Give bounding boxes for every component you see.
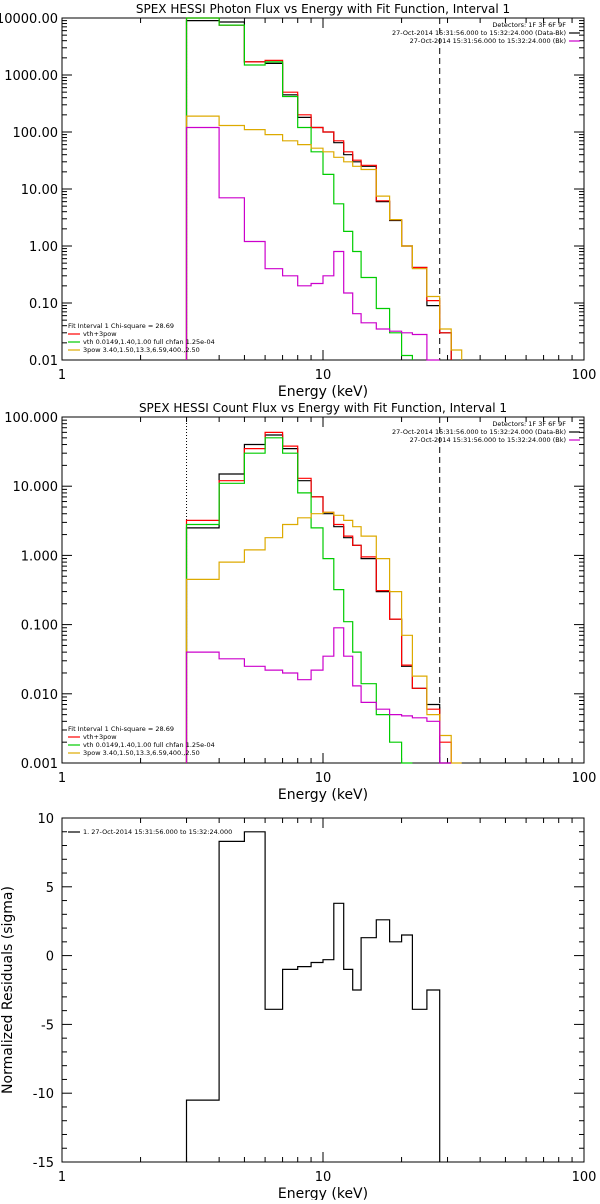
x-axis-ticks xyxy=(61,417,573,763)
series-line-vth xyxy=(185,437,413,764)
chart-1: SPEX HESSI Photon Flux vs Energy with Fi… xyxy=(0,2,596,400)
y-tick-label: -15 xyxy=(33,1156,54,1171)
chart-2: SPEX HESSI Count Flux vs Energy with Fit… xyxy=(4,401,596,803)
y-tick-label: 10.000 xyxy=(13,480,59,495)
x-tick-label: 10 xyxy=(315,368,332,383)
plot-frame xyxy=(61,17,585,361)
y-tick-label: 10000.00 xyxy=(0,12,58,27)
x-tick-label: 100 xyxy=(572,771,597,786)
series-group xyxy=(185,831,441,1162)
legend-entry: 1. 27-Oct-2014 15:31:56.000 to 15:32:24.… xyxy=(83,828,232,836)
y-axis-ticks xyxy=(62,416,584,764)
legend-entry: vth+3pow xyxy=(83,733,117,741)
legend-entry: vth+3pow xyxy=(83,330,117,338)
plot-frame xyxy=(61,817,585,1163)
legend-entry: Fit Interval 1 Chi-square = 28.69 xyxy=(68,725,174,733)
series-line-3pow xyxy=(185,115,463,360)
chart-title: SPEX HESSI Photon Flux vs Energy with Fi… xyxy=(136,2,510,16)
header-text: 27-Oct-2014 15:31:56.000 to 15:32:24.000… xyxy=(410,37,566,45)
x-axis-label: Energy (keV) xyxy=(278,1186,368,1200)
y-tick-label: 0.010 xyxy=(21,688,58,703)
y-tick-label: 0 xyxy=(46,950,54,965)
y-tick-label: 0.10 xyxy=(29,297,58,312)
legend-entry: Fit Interval 1 Chi-square = 28.69 xyxy=(68,322,174,330)
x-tick-label: 100 xyxy=(572,368,597,383)
y-tick-label: 10 xyxy=(37,812,54,827)
series-line-vth-3pow xyxy=(185,431,452,763)
y-axis-ticks xyxy=(62,817,584,1163)
y-tick-label: 100.000 xyxy=(4,411,58,426)
y-tick-label: 0.100 xyxy=(21,619,58,634)
series-line-bk xyxy=(185,126,440,361)
legend-entry: 3pow 3.40,1.50,13.3,6.59,400.,2.50 xyxy=(83,749,200,757)
x-axis-label: Energy (keV) xyxy=(278,384,368,400)
legend-entry: vth 0.0149,1.40,1.00 full chfan 1.25e-04 xyxy=(83,741,215,749)
x-tick-label: 1 xyxy=(58,1170,66,1185)
legend-entry: 3pow 3.40,1.50,13.3,6.59,400.,2.50 xyxy=(83,346,200,354)
x-axis-label: Energy (keV) xyxy=(278,787,368,803)
y-tick-label: 0.001 xyxy=(21,757,58,772)
y-tick-label: 1.00 xyxy=(29,240,58,255)
x-tick-label: 10 xyxy=(315,1170,332,1185)
series-line-data-bk xyxy=(185,20,452,360)
chart-title: SPEX HESSI Count Flux vs Energy with Fit… xyxy=(139,401,507,415)
y-tick-label: -5 xyxy=(41,1018,54,1033)
series-line-residuals xyxy=(185,831,441,1162)
x-axis-ticks xyxy=(61,18,573,360)
y-axis-label: Normalized Residuals (sigma) xyxy=(0,886,16,1094)
y-tick-label: 10.00 xyxy=(21,183,58,198)
x-tick-label: 1 xyxy=(58,368,66,383)
y-tick-label: -10 xyxy=(33,1087,54,1102)
y-tick-label: 100.00 xyxy=(13,126,59,141)
x-tick-label: 100 xyxy=(572,1170,597,1185)
x-tick-label: 1 xyxy=(58,771,66,786)
y-tick-label: 1.000 xyxy=(21,549,58,564)
series-group xyxy=(185,431,462,764)
y-tick-label: 5 xyxy=(46,881,54,896)
header-text: 27-Oct-2014 15:31:56.000 to 15:32:24.000… xyxy=(392,428,566,436)
header-text: 27-Oct-2014 15:31:56.000 to 15:32:24.000… xyxy=(392,29,566,37)
x-tick-label: 10 xyxy=(315,771,332,786)
y-tick-label: 1000.00 xyxy=(4,69,58,84)
y-axis-ticks xyxy=(62,17,584,361)
series-line-bk xyxy=(185,627,452,764)
y-tick-label: 0.01 xyxy=(29,354,58,369)
series-line-vth xyxy=(185,17,413,360)
series-line-3pow xyxy=(185,511,462,764)
plot-frame xyxy=(61,416,585,764)
series-group xyxy=(185,17,463,361)
header-text: Detectors: 1F 3F 6F 9F xyxy=(492,21,566,29)
x-axis-ticks xyxy=(61,818,573,1162)
header-text: 27-Oct-2014 15:31:56.000 to 15:32:24.000… xyxy=(410,436,566,444)
header-text: Detectors: 1F 3F 6F 9F xyxy=(492,420,566,428)
series-line-data-bk xyxy=(185,434,452,764)
legend-entry: vth 0.0149,1.40,1.00 full chfan 1.25e-04 xyxy=(83,338,215,346)
series-line-vth-3pow xyxy=(185,17,452,360)
